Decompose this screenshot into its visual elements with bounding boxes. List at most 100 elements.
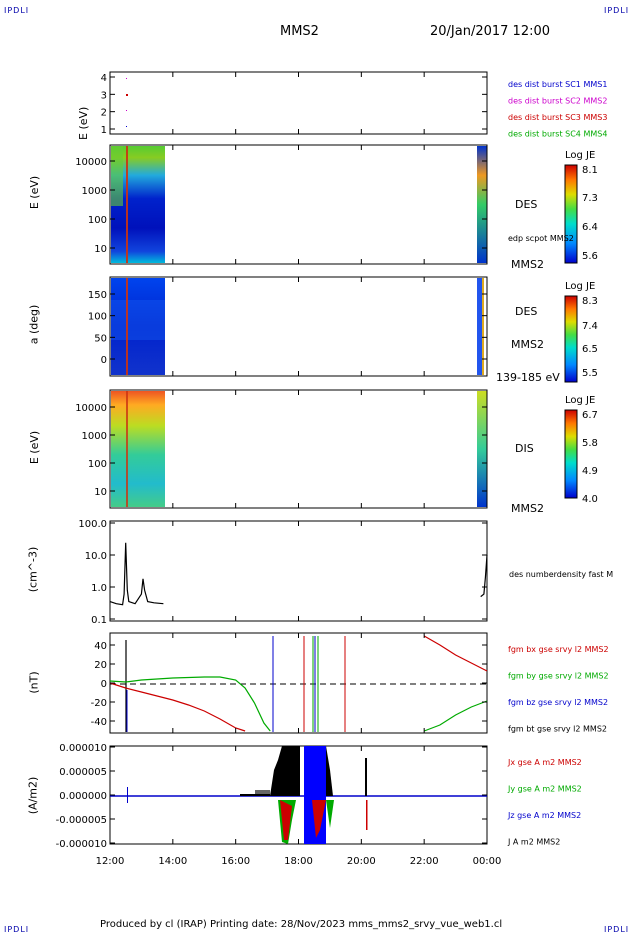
- legend-entry: des dist burst SC4 MMS4: [508, 130, 607, 139]
- y-tick-label: 100: [88, 459, 107, 470]
- panel-dis-energy: [109, 389, 488, 509]
- bfield-series-line: [423, 635, 488, 672]
- p3-cbar-title: Log JE: [565, 281, 596, 292]
- panel-magnetic-field: [109, 632, 488, 734]
- legend-entry: fgm by gse srvy l2 MMS2: [508, 672, 609, 681]
- y-tick-label: 10000: [75, 403, 107, 414]
- x-tick-label: 12:00: [96, 856, 125, 867]
- legend-entry: Jz gse A m2 MMS2: [507, 811, 581, 820]
- panel-burst: [109, 71, 488, 135]
- y-tick-label: 2: [101, 108, 107, 119]
- y-tick-label: 10: [94, 244, 107, 255]
- density-series-line: [480, 554, 488, 598]
- x-tick-label: 14:00: [158, 856, 187, 867]
- burst-mark: [126, 110, 127, 111]
- p2-cbar-title: Log JE: [565, 150, 596, 161]
- y-tick-label: 0.000000: [59, 791, 107, 802]
- x-tick-label: 20:00: [347, 856, 376, 867]
- y-tick-label: -20: [91, 698, 107, 709]
- y-tick-label: 10000: [75, 157, 107, 168]
- p2-label-des: DES: [515, 198, 538, 211]
- p4-cbar-tick: 4.0: [582, 494, 598, 505]
- corner-tag-tl: IPDLI: [4, 6, 30, 15]
- y-tick-label: 100: [88, 312, 107, 323]
- legend-entry: des dist burst SC3 MMS3: [508, 113, 607, 122]
- y-tick-label: 40: [94, 641, 107, 652]
- y-tick-label: 1: [101, 125, 107, 136]
- bfield-series-line: [423, 700, 488, 732]
- corner-tag-bl: IPDLI: [4, 925, 30, 934]
- legend-entry: fgm bt gse srvy l2 MMS2: [508, 725, 607, 734]
- p4-cbar-tick: 4.9: [582, 466, 598, 477]
- p3-cbar-tick: 8.3: [582, 296, 598, 307]
- p4-cbar-tick: 5.8: [582, 438, 598, 449]
- y-tick-label: 0.1: [91, 615, 107, 626]
- dis-energy-spectrogram-end: [477, 391, 487, 507]
- p2-cbar-tick: 7.3: [582, 193, 598, 204]
- colorbar-des-energy: [564, 164, 578, 264]
- corner-tag-br: IPDLI: [604, 925, 630, 934]
- p2-label-scpot: edp scpot MMS2: [508, 234, 574, 243]
- p6-ylabel-text: (nT): [27, 671, 41, 694]
- y-tick-label: 150: [88, 290, 107, 301]
- p7-ylabel-text: (A/m2): [26, 776, 40, 815]
- y-tick-label: -0.000010: [56, 839, 107, 850]
- p2-ylabel: E (eV): [77, 107, 90, 140]
- y-tick-label: 0: [101, 355, 107, 366]
- y-tick-label: 1000: [82, 431, 107, 442]
- legend-entry: J A m2 MMS2: [507, 838, 560, 847]
- y-tick-label: 1000: [82, 186, 107, 197]
- y-tick-label: 100: [88, 215, 107, 226]
- y-tick-label: 10: [94, 487, 107, 498]
- colorbar-dis-energy: [564, 409, 578, 499]
- y-tick-label: 100.0: [78, 519, 107, 530]
- p2-label-mms2: MMS2: [511, 258, 544, 271]
- p4-cbar-tick: 6.7: [582, 410, 598, 421]
- legend-entry: des dist burst SC2 MMS2: [508, 97, 607, 106]
- panel-current-density: [109, 745, 488, 845]
- y-tick-label: 10.0: [85, 551, 107, 562]
- p4-cbar-title: Log JE: [565, 395, 596, 406]
- legend-entry: Jx gse A m2 MMS2: [507, 758, 582, 767]
- p4-ylabel-text: E (eV): [28, 430, 42, 465]
- legend-entry: des dist burst SC1 MMS1: [508, 80, 607, 89]
- current-burst-block: [304, 746, 326, 844]
- p5-ylabel-text: (cm^-3): [26, 546, 40, 593]
- p2-cbar-tick: 5.6: [582, 251, 598, 262]
- legend-entry: Jy gse A m2 MMS2: [507, 785, 582, 794]
- burst-mark: [126, 126, 127, 127]
- p2-cbar-tick: 6.4: [582, 222, 598, 233]
- corner-tag-tr: IPDLI: [604, 6, 630, 15]
- y-tick-label: -40: [91, 717, 107, 728]
- p4-label-dis: DIS: [515, 442, 534, 455]
- legend-entry: fgm bz gse srvy l2 MMS2: [508, 698, 608, 707]
- datetime-title: 20/Jan/2017 12:00: [430, 24, 551, 39]
- footer-text: Produced by cl (IRAP) Printing date: 28/…: [100, 919, 503, 930]
- burst-mark: [126, 78, 127, 79]
- x-tick-label: 22:00: [410, 856, 439, 867]
- y-tick-label: 4: [101, 73, 107, 84]
- y-tick-label: 50: [94, 333, 107, 344]
- x-tick-label: 16:00: [221, 856, 250, 867]
- y-tick-label: 1.0: [91, 583, 107, 594]
- panel-des-energy: [109, 144, 488, 265]
- x-tick-label: 00:00: [473, 856, 502, 867]
- p3-cbar-tick: 6.5: [582, 344, 598, 355]
- p3-cbar-tick: 7.4: [582, 321, 598, 332]
- p3-label-des: DES: [515, 305, 538, 318]
- bfield-series-line: [109, 682, 246, 732]
- p3-ylabel-text: a (deg): [27, 304, 41, 345]
- burst-mark: [126, 94, 128, 96]
- p2-cbar-tick: 8.1: [582, 165, 598, 176]
- y-tick-label: 0: [101, 679, 107, 690]
- colorbar-des-pitch: [564, 295, 578, 383]
- legend-entry: fgm bx gse srvy l2 MMS2: [508, 645, 609, 654]
- p4-label-mms2: MMS2: [511, 502, 544, 515]
- y-tick-label: 0.000005: [59, 767, 107, 778]
- y-tick-label: 20: [94, 660, 107, 671]
- spacecraft-title: MMS2: [280, 24, 319, 39]
- y-tick-label: 3: [101, 90, 107, 101]
- panel-des-pitch: [109, 276, 488, 377]
- bfield-series-line: [109, 676, 271, 732]
